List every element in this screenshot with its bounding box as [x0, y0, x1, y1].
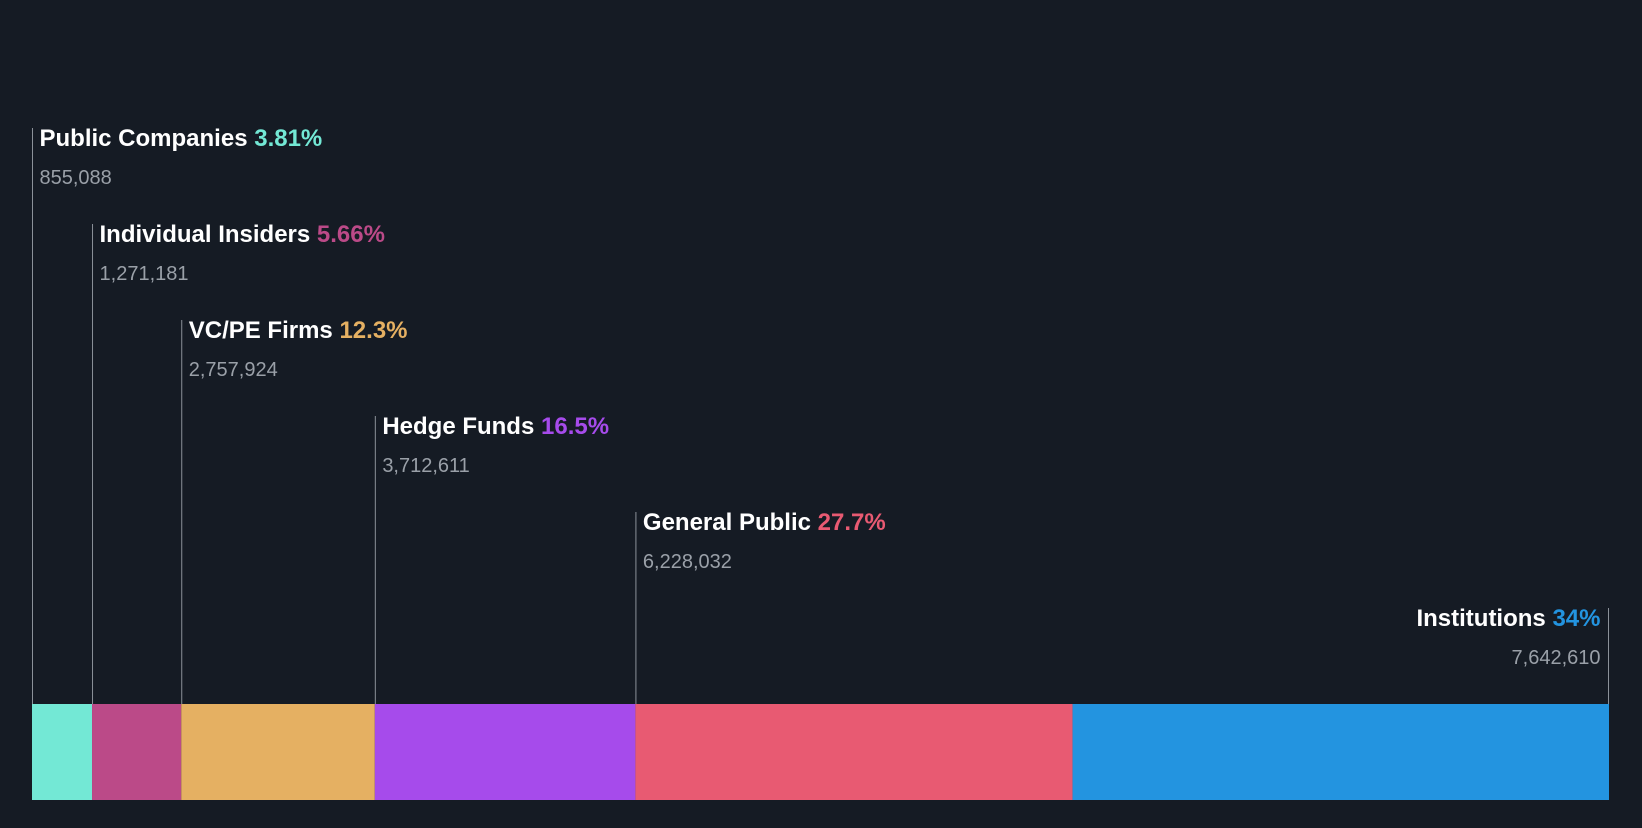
label-institutions: Institutions 34%	[1416, 605, 1600, 632]
percent-label-public-companies: 3.81%	[254, 125, 322, 152]
category-name-vc-pe-firms: VC/PE Firms	[189, 317, 333, 344]
bar-segment-individual-insiders	[92, 704, 182, 800]
label-gap-general-public	[811, 509, 818, 536]
share-count-individual-insiders: 1,271,181	[100, 263, 189, 285]
category-name-general-public: General Public	[643, 509, 811, 536]
category-name-individual-insiders: Individual Insiders	[100, 221, 311, 248]
category-name-institutions: Institutions	[1416, 605, 1545, 632]
percent-label-individual-insiders: 5.66%	[317, 221, 385, 248]
share-count-institutions: 7,642,610	[1512, 647, 1601, 669]
label-gap-hedge-funds	[534, 413, 541, 440]
share-count-hedge-funds: 3,712,611	[382, 455, 470, 477]
label-individual-insiders: Individual Insiders 5.66%	[100, 221, 385, 248]
label-gap-vc-pe-firms	[333, 317, 340, 344]
label-gap-public-companies	[248, 125, 255, 152]
bar-segment-public-companies	[32, 704, 93, 800]
label-gap-individual-insiders	[310, 221, 317, 248]
category-name-public-companies: Public Companies	[40, 125, 248, 152]
share-count-public-companies: 855,088	[40, 167, 112, 189]
label-public-companies: Public Companies 3.81%	[40, 125, 323, 152]
bar-segment-general-public	[635, 704, 1073, 800]
percent-label-general-public: 27.7%	[818, 509, 886, 536]
share-count-general-public: 6,228,032	[643, 551, 732, 573]
label-hedge-funds: Hedge Funds 16.5%	[382, 413, 609, 440]
percent-label-hedge-funds: 16.5%	[541, 413, 609, 440]
percent-label-institutions: 34%	[1552, 605, 1600, 632]
bar-segment-institutions	[1072, 704, 1609, 800]
bar-segment-vc-pe-firms	[181, 704, 375, 800]
label-gap-institutions	[1546, 605, 1553, 632]
percent-label-vc-pe-firms: 12.3%	[339, 317, 407, 344]
category-name-hedge-funds: Hedge Funds	[382, 413, 534, 440]
label-general-public: General Public 27.7%	[643, 509, 886, 536]
share-count-vc-pe-firms: 2,757,924	[189, 359, 278, 381]
bar-segment-hedge-funds	[374, 704, 636, 800]
label-vc-pe-firms: VC/PE Firms 12.3%	[189, 317, 408, 344]
